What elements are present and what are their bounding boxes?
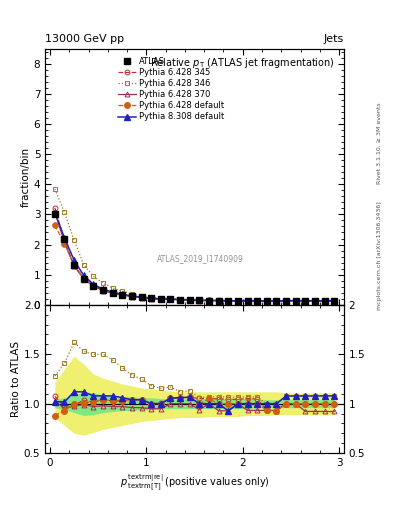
Y-axis label: fraction/bin: fraction/bin [21, 146, 31, 207]
Text: mcplots.cern.ch [arXiv:1306.3436]: mcplots.cern.ch [arXiv:1306.3436] [377, 202, 382, 310]
Text: Jets: Jets [323, 33, 344, 44]
X-axis label: $p_{\,\mathrm{\mathsf{textrm[T]}}}^{\,\mathrm{\mathsf{textrm|re|}}}\!$ (positive: $p_{\,\mathrm{\mathsf{textrm[T]}}}^{\,\m… [119, 472, 270, 493]
Text: Relative $p_{\mathrm{T}}$ (ATLAS jet fragmentation): Relative $p_{\mathrm{T}}$ (ATLAS jet fra… [150, 56, 335, 70]
Text: ATLAS_2019_I1740909: ATLAS_2019_I1740909 [157, 254, 244, 263]
Text: 13000 GeV pp: 13000 GeV pp [45, 33, 124, 44]
Text: Rivet 3.1.10, ≥ 3M events: Rivet 3.1.10, ≥ 3M events [377, 102, 382, 184]
Y-axis label: Ratio to ATLAS: Ratio to ATLAS [11, 341, 21, 417]
Legend: ATLAS, Pythia 6.428 345, Pythia 6.428 346, Pythia 6.428 370, Pythia 6.428 defaul: ATLAS, Pythia 6.428 345, Pythia 6.428 34… [116, 55, 226, 123]
